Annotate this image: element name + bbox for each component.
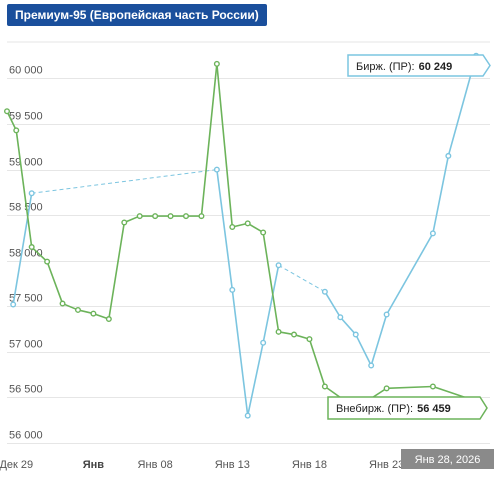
crosshair-date-badge: Янв 28, 2026 <box>401 449 494 469</box>
data-point[interactable] <box>105 316 112 323</box>
tooltip-otc-value: 56 459 <box>417 403 451 415</box>
x-tick-label: Янв 18 <box>292 459 327 471</box>
series-segment <box>216 63 234 228</box>
data-point[interactable] <box>275 328 282 335</box>
data-point[interactable] <box>260 339 267 346</box>
data-point[interactable] <box>321 383 328 390</box>
tooltip-exchange-value: 60 249 <box>419 61 453 73</box>
data-point[interactable] <box>429 230 436 237</box>
data-point[interactable] <box>213 60 220 67</box>
series-segment <box>15 130 33 248</box>
data-point[interactable] <box>59 300 66 307</box>
data-point[interactable] <box>44 258 51 265</box>
data-point[interactable] <box>229 286 236 293</box>
data-point[interactable] <box>306 336 313 343</box>
data-point[interactable] <box>260 229 267 236</box>
series-segment <box>355 334 372 366</box>
series-segment <box>385 232 434 315</box>
y-tick-label: 56 500 <box>9 384 43 396</box>
data-point[interactable] <box>383 385 390 392</box>
data-point[interactable] <box>352 331 359 338</box>
series-segment <box>108 222 126 320</box>
series-segment <box>386 385 433 390</box>
y-tick-label: 60 000 <box>9 65 43 77</box>
data-point[interactable] <box>152 213 159 220</box>
data-point[interactable] <box>321 288 328 295</box>
date-badge-text: Янв 28, 2026 <box>415 454 481 466</box>
data-point[interactable] <box>445 152 452 159</box>
series-segment <box>231 289 249 416</box>
series-0 <box>10 52 480 419</box>
data-point[interactable] <box>28 244 35 251</box>
series-segment <box>31 246 48 263</box>
series-1 <box>3 60 480 412</box>
data-point[interactable] <box>167 213 174 220</box>
data-point[interactable] <box>10 301 17 308</box>
data-point[interactable] <box>229 224 236 231</box>
data-point[interactable] <box>213 166 220 173</box>
tooltips: Бирж. (ПР): 60 249 Внебирж. (ПР): 56 459 <box>327 54 491 420</box>
series-segment <box>216 169 234 290</box>
series-segment <box>46 261 64 304</box>
data-point[interactable] <box>136 213 143 220</box>
data-point[interactable] <box>337 314 344 321</box>
series-segment <box>31 169 217 194</box>
series-lines <box>3 52 480 419</box>
data-point[interactable] <box>275 262 282 269</box>
series-segment <box>308 338 326 387</box>
data-point[interactable] <box>183 213 190 220</box>
tooltip-otc-label: Внебирж. (ПР): <box>336 403 413 415</box>
x-tick-label: Янв 23 <box>369 459 404 471</box>
series-segment <box>278 264 326 293</box>
data-point[interactable] <box>368 362 375 369</box>
series-segment <box>262 265 280 343</box>
y-tick-label: 56 000 <box>9 430 43 442</box>
data-point[interactable] <box>244 412 251 419</box>
x-tick-label: Янв <box>83 459 105 471</box>
series-segment <box>324 291 342 318</box>
chart-title: Премиум-95 (Европейская часть России) <box>7 4 267 26</box>
y-tick-label: 57 500 <box>9 293 43 305</box>
y-tick-label: 59 500 <box>9 111 43 123</box>
series-segment <box>339 316 357 336</box>
x-tick-label: Янв 08 <box>138 459 173 471</box>
tooltip-exchange-text: Бирж. (ПР): 60 249 <box>356 61 452 73</box>
tooltip-otc: Внебирж. (ПР): 56 459 <box>327 396 488 420</box>
series-segment <box>370 314 388 366</box>
data-point[interactable] <box>121 219 128 226</box>
data-point[interactable] <box>13 127 20 134</box>
data-point[interactable] <box>429 383 436 390</box>
data-point[interactable] <box>74 306 81 313</box>
x-axis-labels: Дек 29 Янв Янв 08 Янв 13 Янв 18 Янв 23 <box>0 459 404 471</box>
tooltip-exchange-box <box>347 54 491 77</box>
grid-lines <box>7 41 490 444</box>
data-point[interactable] <box>291 331 298 338</box>
series-segment <box>262 232 280 332</box>
data-point[interactable] <box>244 220 251 227</box>
x-tick-label: Дек 29 <box>0 459 33 471</box>
tooltip-otc-text: Внебирж. (ПР): 56 459 <box>336 403 451 415</box>
data-point[interactable] <box>3 108 10 115</box>
data-point[interactable] <box>28 190 35 197</box>
series-segment <box>246 342 264 416</box>
series-segment <box>432 155 450 234</box>
tooltip-otc-box <box>327 396 488 420</box>
series-segment <box>6 110 17 131</box>
date-badge-bg <box>401 449 494 469</box>
data-point[interactable] <box>383 311 390 318</box>
data-point[interactable] <box>90 310 97 317</box>
x-tick-label: Янв 13 <box>215 459 250 471</box>
tooltip-exchange: Бирж. (ПР): 60 249 <box>347 54 491 77</box>
tooltip-exchange-label: Бирж. (ПР): <box>356 61 415 73</box>
series-segment <box>12 193 33 305</box>
y-tick-label: 59 000 <box>9 157 43 169</box>
data-point[interactable] <box>198 213 205 220</box>
y-tick-label: 57 000 <box>9 339 43 351</box>
series-segment <box>200 63 218 217</box>
